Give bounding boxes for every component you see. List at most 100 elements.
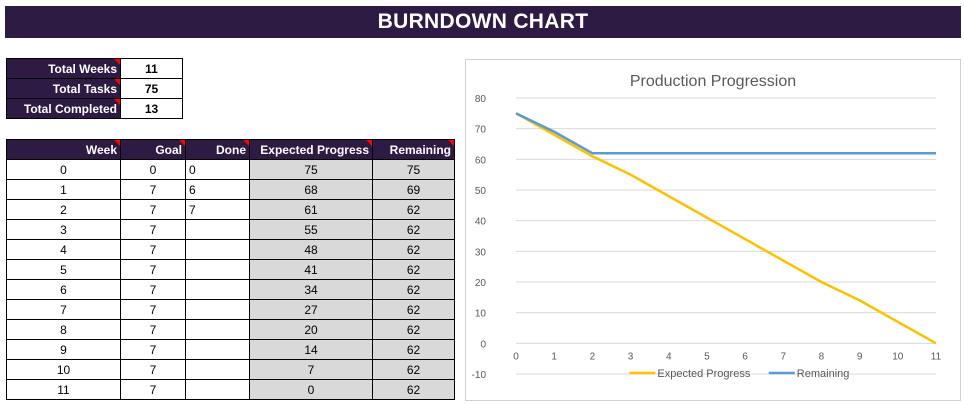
cell-done[interactable]: 7	[185, 199, 250, 220]
y-tick-label: 70	[475, 125, 487, 136]
cell-goal[interactable]: 0	[120, 159, 186, 180]
cell-done[interactable]	[185, 279, 250, 300]
table-row: 4 7 48 62	[6, 239, 455, 260]
x-tick-label: 4	[666, 351, 672, 362]
cell-goal[interactable]: 7	[120, 239, 186, 260]
cell-week[interactable]: 10	[6, 359, 121, 380]
cell-week[interactable]: 6	[6, 279, 121, 300]
comment-marker-icon	[448, 140, 454, 146]
x-tick-label: 2	[590, 351, 596, 362]
cell-goal[interactable]: 7	[120, 279, 186, 300]
summary-row: Total Completed 13	[6, 98, 183, 119]
cell-goal[interactable]: 7	[120, 259, 186, 280]
cell-week[interactable]: 0	[6, 159, 121, 180]
cell-done[interactable]	[185, 319, 250, 340]
cell-goal[interactable]: 7	[120, 179, 186, 200]
cell-remaining[interactable]: 62	[372, 359, 455, 380]
x-tick-label: 3	[628, 351, 634, 362]
cell-week[interactable]: 8	[6, 319, 121, 340]
cell-week[interactable]: 1	[6, 179, 121, 200]
cell-goal[interactable]: 7	[120, 219, 186, 240]
comment-marker-icon	[114, 59, 120, 65]
chart-area[interactable]: Production Progression -10 0 10 20 30 40 50 60 70…	[465, 59, 961, 401]
comment-marker-icon	[114, 79, 120, 85]
table-row: 5 7 41 62	[6, 259, 455, 280]
cell-goal[interactable]: 7	[120, 379, 186, 400]
cell-expected-progress[interactable]: 61	[249, 199, 373, 220]
table-row: 6 7 34 62	[6, 279, 455, 300]
x-tick-label: 7	[780, 351, 786, 362]
table-row: 0 0 0 75 75	[6, 159, 455, 180]
y-tick-label: 80	[475, 94, 487, 105]
cell-expected-progress[interactable]: 48	[249, 239, 373, 260]
burndown-table: Week Goal Done Expected Progress Remaini…	[6, 139, 455, 400]
cell-remaining[interactable]: 62	[372, 379, 455, 400]
cell-done[interactable]	[185, 379, 250, 400]
cell-remaining[interactable]: 62	[372, 199, 455, 220]
y-tick-label: 10	[475, 309, 487, 320]
cell-done[interactable]	[185, 259, 250, 280]
cell-week[interactable]: 5	[6, 259, 121, 280]
total-completed-label[interactable]: Total Completed	[6, 98, 121, 119]
cell-remaining[interactable]: 62	[372, 219, 455, 240]
cell-expected-progress[interactable]: 55	[249, 219, 373, 240]
total-weeks-value[interactable]: 11	[120, 58, 183, 79]
table-row: 1 7 6 68 69	[6, 179, 455, 200]
x-tick-label: 8	[819, 351, 825, 362]
cell-expected-progress[interactable]: 41	[249, 259, 373, 280]
y-tick-label: -10	[472, 370, 487, 381]
cell-week[interactable]: 3	[6, 219, 121, 240]
header-goal[interactable]: Goal	[120, 139, 186, 160]
cell-remaining[interactable]: 62	[372, 319, 455, 340]
cell-week[interactable]: 9	[6, 339, 121, 360]
cell-done[interactable]: 6	[185, 179, 250, 200]
cell-expected-progress[interactable]: 27	[249, 299, 373, 320]
total-tasks-value[interactable]: 75	[120, 78, 183, 99]
cell-remaining[interactable]: 62	[372, 259, 455, 280]
cell-remaining[interactable]: 62	[372, 239, 455, 260]
x-tick-label: 9	[857, 351, 863, 362]
cell-remaining[interactable]: 75	[372, 159, 455, 180]
series-line-0	[515, 112, 937, 345]
cell-done[interactable]	[185, 359, 250, 380]
y-tick-label: 0	[480, 339, 486, 350]
y-tick-label: 60	[475, 155, 487, 166]
cell-expected-progress[interactable]: 75	[249, 159, 373, 180]
cell-done[interactable]	[185, 219, 250, 240]
cell-remaining[interactable]: 69	[372, 179, 455, 200]
total-tasks-label[interactable]: Total Tasks	[6, 78, 121, 99]
cell-done[interactable]	[185, 239, 250, 260]
table-row: 11 7 0 62	[6, 379, 455, 400]
header-week[interactable]: Week	[6, 139, 121, 160]
y-tick-label: 40	[475, 217, 487, 228]
header-done[interactable]: Done	[185, 139, 250, 160]
total-completed-value[interactable]: 13	[120, 98, 183, 119]
cell-week[interactable]: 7	[6, 299, 121, 320]
cell-expected-progress[interactable]: 68	[249, 179, 373, 200]
cell-week[interactable]: 2	[6, 199, 121, 220]
cell-goal[interactable]: 7	[120, 359, 186, 380]
cell-week[interactable]: 11	[6, 379, 121, 400]
cell-expected-progress[interactable]: 34	[249, 279, 373, 300]
cell-done[interactable]	[185, 299, 250, 320]
cell-remaining[interactable]: 62	[372, 339, 455, 360]
cell-expected-progress[interactable]: 20	[249, 319, 373, 340]
cell-goal[interactable]: 7	[120, 199, 186, 220]
cell-expected-progress[interactable]: 0	[249, 379, 373, 400]
cell-done[interactable]: 0	[185, 159, 250, 180]
cell-week[interactable]: 4	[6, 239, 121, 260]
cell-goal[interactable]: 7	[120, 299, 186, 320]
cell-goal[interactable]: 7	[120, 319, 186, 340]
header-remaining[interactable]: Remaining	[372, 139, 455, 160]
cell-remaining[interactable]: 62	[372, 279, 455, 300]
x-tick-label: 6	[742, 351, 748, 362]
cell-goal[interactable]: 7	[120, 339, 186, 360]
cell-expected-progress[interactable]: 14	[249, 339, 373, 360]
cell-done[interactable]	[185, 339, 250, 360]
x-tick-label: 10	[892, 351, 904, 362]
cell-remaining[interactable]: 62	[372, 299, 455, 320]
header-expected-progress[interactable]: Expected Progress	[249, 139, 373, 160]
legend-label: Expected Progress	[657, 368, 750, 380]
cell-expected-progress[interactable]: 7	[249, 359, 373, 380]
total-weeks-label[interactable]: Total Weeks	[6, 58, 121, 79]
